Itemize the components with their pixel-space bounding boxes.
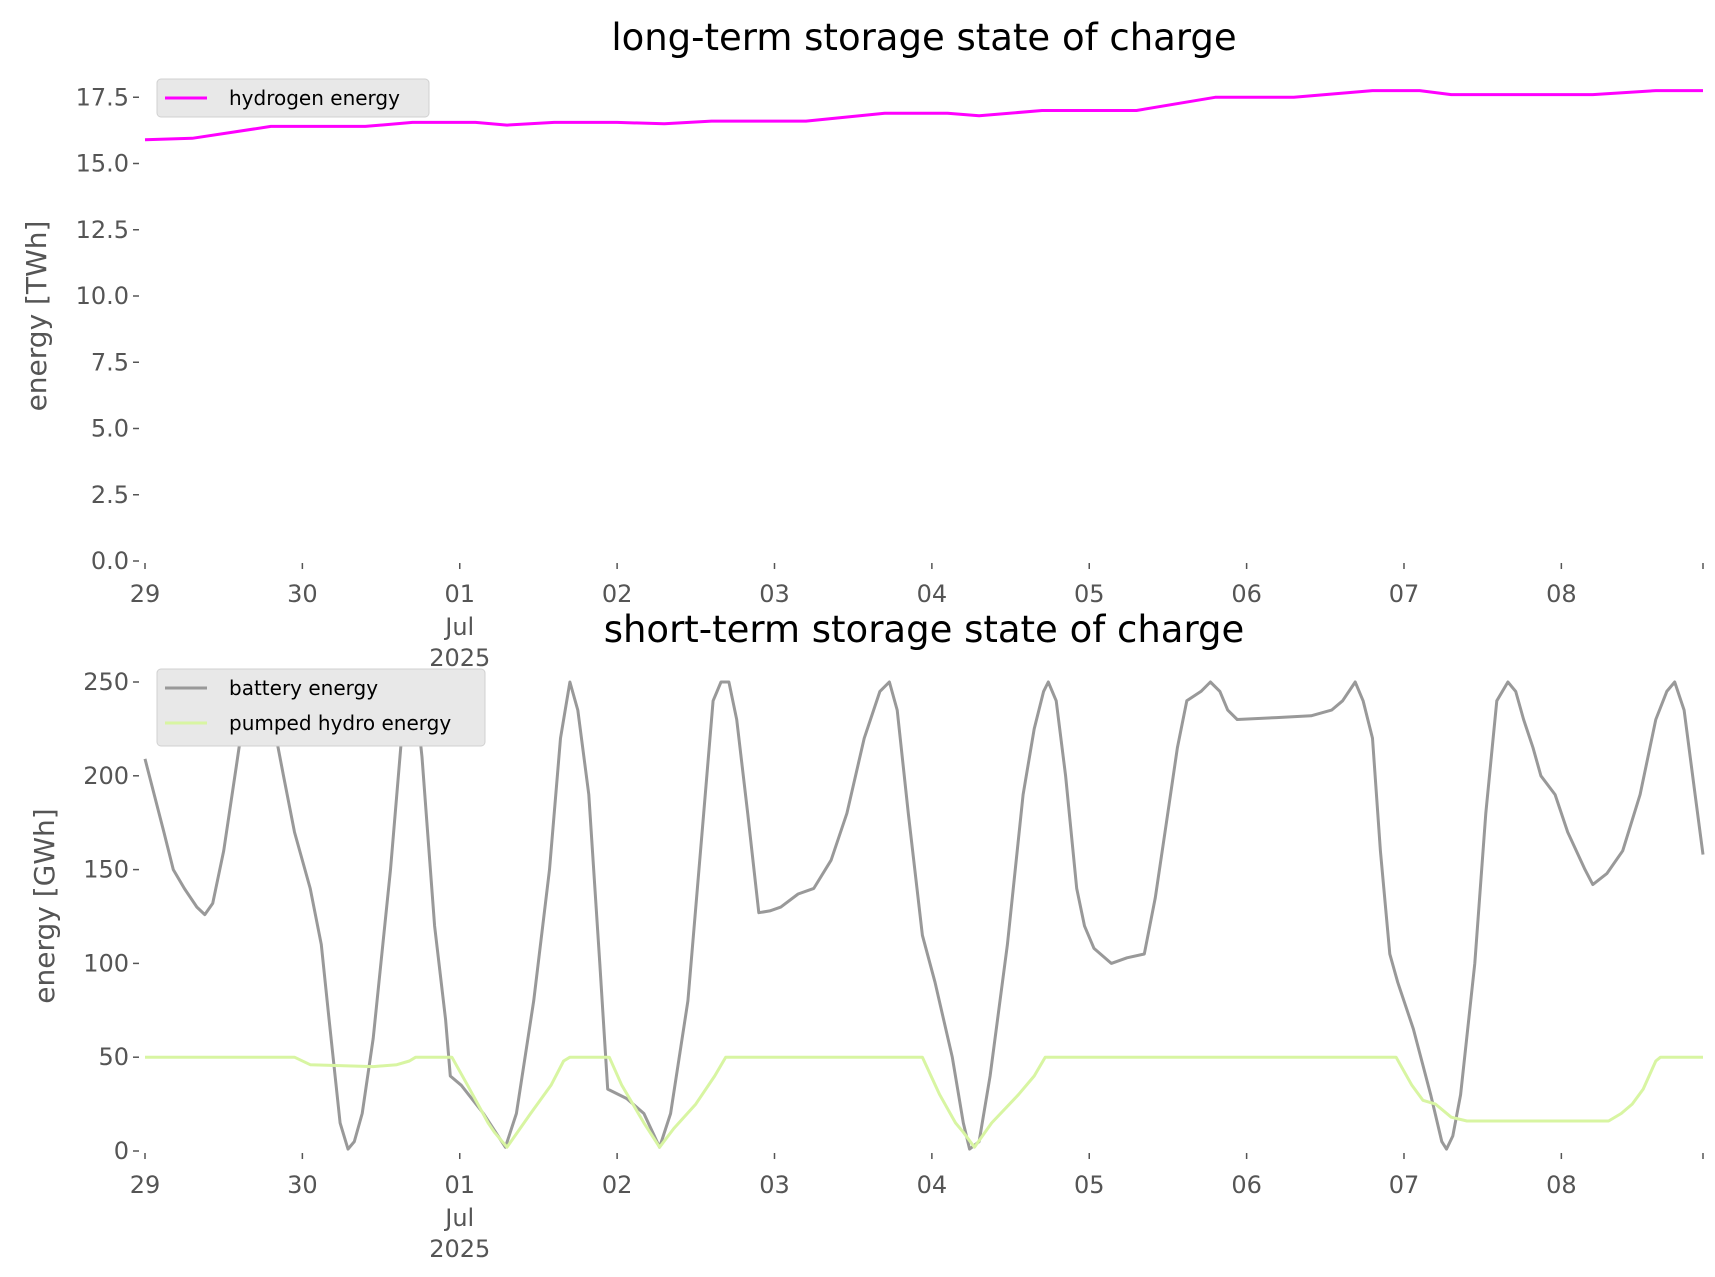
y-tick-label: 12.5 bbox=[76, 216, 129, 244]
x-tick-label: 29 bbox=[130, 1171, 161, 1199]
y-axis-label: energy [GWh] bbox=[28, 808, 61, 1003]
x-tick-sublabel: 2025 bbox=[429, 1235, 490, 1263]
y-tick-label: 100 bbox=[83, 949, 129, 977]
x-tick-label: 30 bbox=[287, 580, 318, 608]
x-tick-label: 03 bbox=[759, 1171, 790, 1199]
series-line-pumped-hydro-energy bbox=[145, 1055, 1703, 1149]
legend-box bbox=[156, 78, 430, 118]
series-line-hydrogen-energy bbox=[144, 89, 1703, 142]
legend-box bbox=[156, 668, 486, 747]
legend-label: hydrogen energy bbox=[229, 86, 400, 110]
y-tick-label: 50 bbox=[98, 1043, 129, 1071]
y-tick-label: 150 bbox=[83, 856, 129, 884]
x-tick-label: 06 bbox=[1231, 1171, 1262, 1199]
y-tick-label: 200 bbox=[83, 762, 129, 790]
y-tick-label: 0 bbox=[114, 1137, 129, 1165]
x-tick-label: 05 bbox=[1074, 580, 1105, 608]
short-term-storage-axes: short-term storage state of charge energ… bbox=[28, 608, 1705, 1263]
y-tick-label: 10.0 bbox=[76, 282, 129, 310]
x-tick-label: 06 bbox=[1231, 580, 1262, 608]
legend: battery energy pumped hydro energy bbox=[156, 668, 486, 747]
legend-label: battery energy bbox=[229, 676, 378, 700]
x-tick-sublabel: 2025 bbox=[429, 644, 490, 672]
x-tick-label: 04 bbox=[917, 580, 948, 608]
x-tick-label: 08 bbox=[1546, 1171, 1577, 1199]
x-tick-label: 07 bbox=[1389, 1171, 1420, 1199]
x-tick-label: 07 bbox=[1389, 580, 1420, 608]
x-tick-label: 05 bbox=[1074, 1171, 1105, 1199]
x-tick-label: 08 bbox=[1546, 580, 1577, 608]
y-tick-label: 15.0 bbox=[76, 150, 129, 178]
x-tick-sublabel: Jul bbox=[443, 613, 474, 641]
y-axis-label: energy [TWh] bbox=[20, 221, 53, 412]
legend: hydrogen energy bbox=[156, 78, 430, 118]
x-tick-label: 04 bbox=[917, 1171, 948, 1199]
chart-title: short-term storage state of charge bbox=[604, 608, 1245, 651]
long-term-storage-axes: long-term storage state of charge energy… bbox=[20, 16, 1704, 672]
y-tick-label: 250 bbox=[83, 668, 129, 696]
x-tick-label: 02 bbox=[602, 1171, 633, 1199]
x-tick-label: 01 bbox=[444, 580, 475, 608]
y-tick-label: 7.5 bbox=[91, 348, 129, 376]
y-tick-label: 0.0 bbox=[91, 547, 129, 575]
chart-title: long-term storage state of charge bbox=[611, 16, 1236, 59]
x-tick-label: 03 bbox=[759, 580, 790, 608]
legend-label: pumped hydro energy bbox=[229, 711, 451, 735]
x-tick-label: 29 bbox=[130, 580, 161, 608]
x-tick-label: 01 bbox=[444, 1171, 475, 1199]
y-tick-label: 5.0 bbox=[91, 415, 129, 443]
series-line-battery-energy bbox=[143, 680, 1705, 1151]
y-tick-label: 17.5 bbox=[76, 83, 129, 111]
x-tick-sublabel: Jul bbox=[443, 1204, 474, 1232]
x-tick-label: 02 bbox=[602, 580, 633, 608]
x-tick-label: 30 bbox=[287, 1171, 318, 1199]
y-tick-label: 2.5 bbox=[91, 481, 129, 509]
